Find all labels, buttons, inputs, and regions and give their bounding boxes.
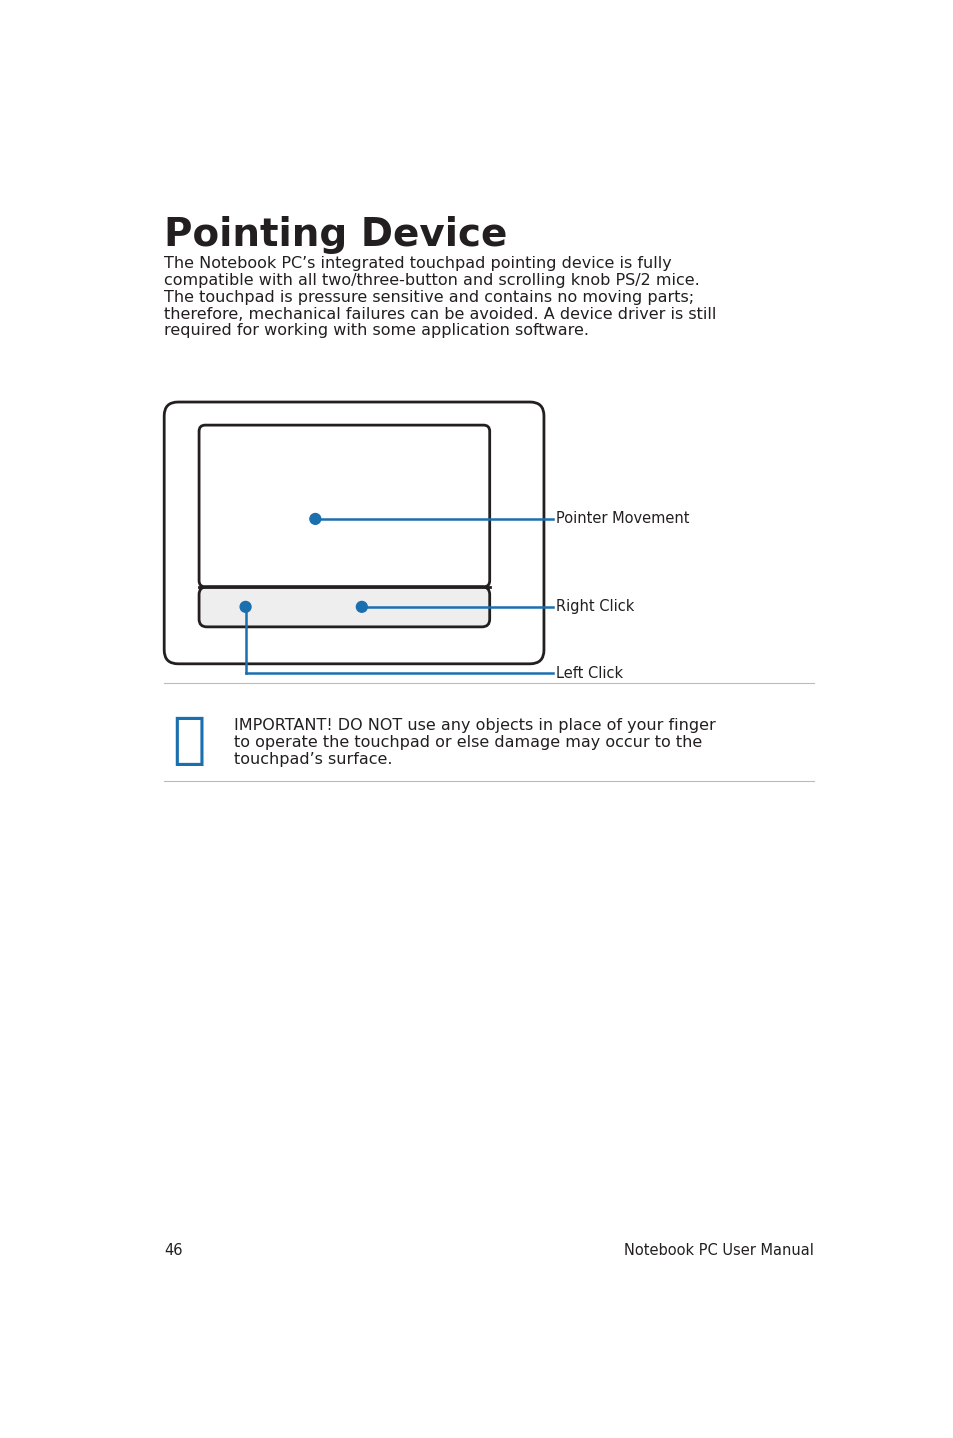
Text: The touchpad is pressure sensitive and contains no moving parts;: The touchpad is pressure sensitive and c… bbox=[164, 289, 694, 305]
Text: Pointing Device: Pointing Device bbox=[164, 216, 507, 253]
Text: therefore, mechanical failures can be avoided. A device driver is still: therefore, mechanical failures can be av… bbox=[164, 306, 716, 322]
FancyBboxPatch shape bbox=[199, 426, 489, 587]
FancyBboxPatch shape bbox=[199, 587, 489, 627]
Text: IMPORTANT! DO NOT use any objects in place of your finger: IMPORTANT! DO NOT use any objects in pla… bbox=[233, 718, 715, 733]
Text: to operate the touchpad or else damage may occur to the: to operate the touchpad or else damage m… bbox=[233, 735, 701, 749]
Circle shape bbox=[356, 601, 367, 613]
Text: touchpad’s surface.: touchpad’s surface. bbox=[233, 752, 392, 766]
Text: 46: 46 bbox=[164, 1242, 183, 1258]
Circle shape bbox=[310, 513, 320, 525]
Text: Right Click: Right Click bbox=[556, 600, 634, 614]
Text: Pointer Movement: Pointer Movement bbox=[556, 512, 689, 526]
Text: ✋: ✋ bbox=[172, 713, 206, 768]
FancyBboxPatch shape bbox=[164, 403, 543, 664]
Text: The Notebook PC’s integrated touchpad pointing device is fully: The Notebook PC’s integrated touchpad po… bbox=[164, 256, 671, 270]
Text: compatible with all two/three-button and scrolling knob PS/2 mice.: compatible with all two/three-button and… bbox=[164, 273, 700, 288]
Text: Left Click: Left Click bbox=[556, 666, 623, 680]
Text: required for working with some application software.: required for working with some applicati… bbox=[164, 324, 589, 338]
Text: Notebook PC User Manual: Notebook PC User Manual bbox=[623, 1242, 813, 1258]
Circle shape bbox=[240, 601, 251, 613]
